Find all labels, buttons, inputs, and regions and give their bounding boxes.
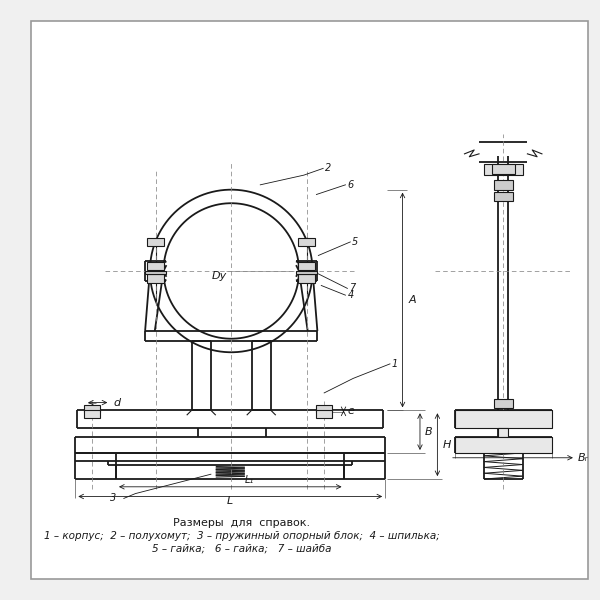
Text: 5 – гайка;   6 – гайка;   7 – шайба: 5 – гайка; 6 – гайка; 7 – шайба [152,544,332,554]
Bar [298,238,316,246]
Text: e: e [347,406,354,416]
Text: 1: 1 [392,359,398,369]
Text: 5: 5 [352,237,358,247]
Text: d: d [113,398,120,407]
Bar [494,180,513,190]
Text: 7: 7 [349,283,356,293]
Bar [147,238,164,246]
Bar [494,191,513,201]
Text: 2: 2 [325,163,331,173]
Text: 1 – корпус;  2 – полухомут;  3 – пружинный опорный блок;  4 – шпилька;: 1 – корпус; 2 – полухомут; 3 – пружинный… [44,531,440,541]
Bar [147,274,164,283]
Text: 3: 3 [110,493,116,503]
Bar [84,410,100,418]
Text: L₁: L₁ [245,475,254,485]
Bar [298,274,316,283]
Text: 6: 6 [347,180,353,190]
Bar [145,271,166,274]
Text: Bᵣ: Bᵣ [578,453,588,463]
Bar [455,410,551,428]
Text: B: B [425,427,433,437]
Bar [298,262,316,271]
Bar [455,437,551,453]
Text: Dу: Dу [212,271,227,281]
Bar [499,428,508,437]
Text: L: L [227,496,233,506]
Bar [49,34,576,508]
Bar [296,271,317,274]
Bar [84,404,100,412]
Bar [494,399,513,409]
Bar [320,410,328,412]
Bar [491,164,515,174]
Text: Размеры  для  справок.: Размеры для справок. [173,518,310,527]
Bar [316,404,332,412]
Text: H: H [442,440,451,449]
Text: A: A [409,295,416,305]
Bar [484,164,523,175]
Bar [316,410,332,418]
Text: 4: 4 [347,290,353,300]
Bar [88,410,96,412]
Bar [147,262,164,271]
